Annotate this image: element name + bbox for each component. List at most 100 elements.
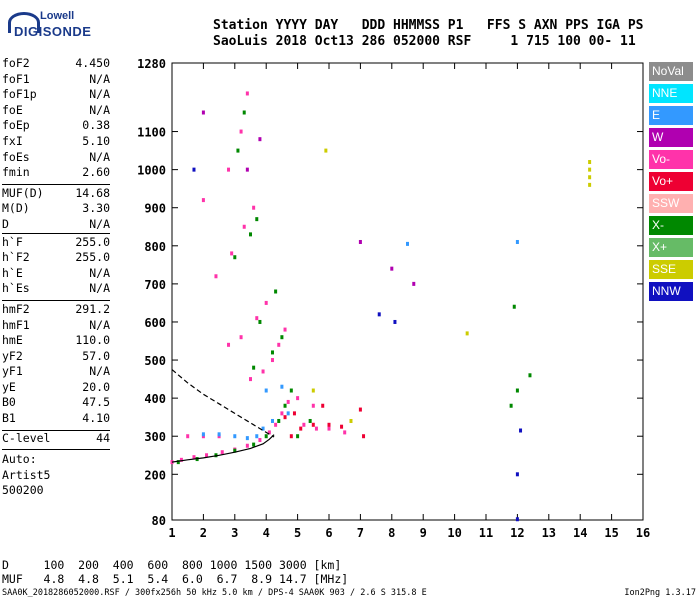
param-value: 14.68 <box>75 185 110 200</box>
data-point <box>393 319 397 324</box>
data-point <box>217 432 221 437</box>
data-point <box>311 422 315 427</box>
param-row: D N/A <box>2 217 110 233</box>
data-point <box>245 91 249 96</box>
param-row: yE 20.0 <box>2 380 110 396</box>
x-tick-label: 7 <box>357 526 364 540</box>
param-label: yF1 <box>2 364 23 379</box>
y-tick-label: 400 <box>144 392 166 406</box>
data-point <box>255 217 259 222</box>
param-value: 47.5 <box>82 395 110 410</box>
y-tick-label: 500 <box>144 354 166 368</box>
x-tick-label: 1 <box>168 526 175 540</box>
param-value: 255.0 <box>75 234 110 249</box>
param-label: h`Es <box>2 281 30 296</box>
legend-item: X+ <box>649 238 693 257</box>
param-label: fxI <box>2 133 23 148</box>
param-value: 20.0 <box>82 379 110 394</box>
footer-info: SAA0K_2018286052000.RSF / 300fx256h 50 k… <box>2 588 427 598</box>
data-point <box>267 430 271 435</box>
legend-item: NoVal <box>649 62 693 81</box>
param-label: h`F2 <box>2 250 30 265</box>
data-point <box>270 358 274 363</box>
muf-distance-row: D 100 200 400 600 800 1000 1500 3000 [km… <box>2 558 342 572</box>
param-label: hmF1 <box>2 317 30 332</box>
data-point <box>299 426 303 431</box>
data-point <box>236 148 240 153</box>
data-point <box>292 411 296 416</box>
data-point <box>327 426 331 431</box>
data-point <box>220 450 224 455</box>
plot-frame <box>171 62 644 521</box>
param-label: foE <box>2 102 23 117</box>
data-point <box>261 426 265 431</box>
data-point <box>274 289 278 294</box>
param-value: N/A <box>89 216 110 231</box>
data-point <box>245 443 249 448</box>
data-point <box>201 110 205 115</box>
data-point <box>233 448 237 453</box>
data-point <box>327 422 331 427</box>
data-point <box>283 415 287 420</box>
data-point <box>314 426 318 431</box>
param-value: N/A <box>89 364 110 379</box>
data-point <box>264 388 268 393</box>
data-point <box>340 424 344 429</box>
data-point <box>311 403 315 408</box>
data-point <box>343 430 347 435</box>
data-point <box>324 148 328 153</box>
data-point <box>512 304 516 309</box>
param-label: yE <box>2 379 16 394</box>
data-point <box>249 232 252 237</box>
y-tick-label: 800 <box>144 240 166 254</box>
auto-line1: Auto: <box>2 452 37 467</box>
param-row: foF1 N/A <box>2 72 110 88</box>
data-point <box>588 175 592 180</box>
data-point <box>362 434 366 439</box>
data-point <box>390 266 394 271</box>
param-value: N/A <box>89 317 110 332</box>
param-label: M(D) <box>2 201 30 216</box>
data-point <box>255 434 259 439</box>
muf-value-row: MUF 4.8 4.8 5.1 5.4 6.0 6.7 8.9 14.7 [MH… <box>2 572 349 586</box>
param-row: h`E N/A <box>2 266 110 282</box>
data-point <box>321 403 325 408</box>
data-point <box>233 255 237 260</box>
y-tick-label: 600 <box>144 316 166 330</box>
data-point <box>311 388 315 393</box>
x-tick-label: 6 <box>325 526 332 540</box>
param-value: N/A <box>89 281 110 296</box>
param-row: foF1p N/A <box>2 87 110 103</box>
data-point <box>233 434 237 439</box>
param-row: foEs N/A <box>2 150 110 166</box>
params-group-3: h`F 255.0 h`F2 255.0 h`E N/A h`Es N/A <box>2 232 110 297</box>
x-tick-label: 13 <box>542 526 556 540</box>
param-row: foEp 0.38 <box>2 118 110 134</box>
param-label: foF2 <box>2 56 30 70</box>
param-row: yF2 57.0 <box>2 349 110 365</box>
auto-line2: Artist5 <box>2 467 51 482</box>
data-point <box>242 110 246 115</box>
param-value: 3.30 <box>82 201 110 216</box>
logo-line1: Lowell <box>40 10 75 22</box>
logo-arc-icon <box>8 12 40 33</box>
y-tick-label: 1000 <box>137 164 166 178</box>
data-point <box>588 160 592 165</box>
data-point <box>515 388 519 393</box>
data-point <box>252 365 256 370</box>
data-point <box>283 327 287 332</box>
data-point <box>270 418 274 423</box>
param-label: fmin <box>2 165 30 180</box>
auto-line3: 500200 <box>2 483 44 498</box>
param-row: fxI 5.10 <box>2 134 110 150</box>
param-label: foF1p <box>2 87 37 102</box>
legend-item: Vo- <box>649 150 693 169</box>
data-point <box>245 167 249 172</box>
data-point <box>519 428 523 433</box>
param-row: yF1 N/A <box>2 364 110 380</box>
param-value: N/A <box>89 265 110 280</box>
y-tick-label: 700 <box>144 278 166 292</box>
x-tick-label: 8 <box>388 526 395 540</box>
param-label: hmF2 <box>2 301 30 316</box>
data-point <box>249 377 252 382</box>
